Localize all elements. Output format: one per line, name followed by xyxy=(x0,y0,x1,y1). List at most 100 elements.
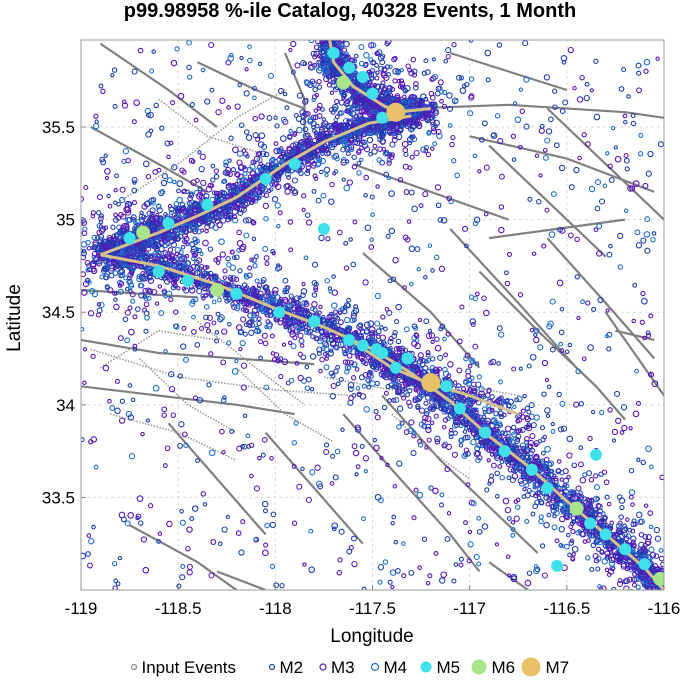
event-point xyxy=(438,502,445,508)
event-point xyxy=(558,341,564,347)
event-point xyxy=(291,520,298,526)
event-point xyxy=(350,40,354,41)
event-point xyxy=(548,116,554,123)
event-point xyxy=(350,57,356,64)
event-point xyxy=(183,442,189,448)
event-point xyxy=(639,319,645,325)
event-point xyxy=(331,526,337,532)
event-point xyxy=(124,337,131,344)
event-point xyxy=(157,531,163,536)
event-point xyxy=(363,469,368,474)
event-point xyxy=(327,27,332,32)
event-point xyxy=(362,455,370,462)
event-point xyxy=(307,61,313,66)
event-point xyxy=(189,516,195,522)
event-point xyxy=(368,57,374,63)
event-point xyxy=(361,516,366,522)
minor-fault-line xyxy=(197,320,305,406)
event-point xyxy=(498,173,505,180)
event-point xyxy=(112,103,118,109)
event-point xyxy=(410,450,417,457)
event-point xyxy=(131,119,137,125)
event-point xyxy=(117,555,123,561)
event-point xyxy=(305,111,311,117)
event-point xyxy=(502,497,510,505)
event-point xyxy=(352,70,358,76)
event-point xyxy=(556,391,562,398)
event-point xyxy=(577,155,582,161)
event-point xyxy=(363,52,370,59)
event-point xyxy=(177,92,185,100)
event-point xyxy=(242,413,248,418)
event-point xyxy=(559,348,565,354)
event-point xyxy=(576,96,584,103)
event-point xyxy=(347,386,354,392)
event-point xyxy=(168,371,175,378)
event-point xyxy=(382,559,389,565)
event-point xyxy=(494,542,500,547)
event-point xyxy=(262,549,269,557)
event-point xyxy=(297,374,304,382)
event-point xyxy=(624,166,630,172)
event-point xyxy=(247,57,253,64)
event-point xyxy=(288,377,295,384)
event-point xyxy=(315,34,319,38)
event-point xyxy=(634,368,639,374)
event-point xyxy=(445,47,452,54)
event-point xyxy=(171,179,177,185)
event-point xyxy=(529,327,535,333)
event-point xyxy=(567,46,574,54)
event-point xyxy=(343,184,351,192)
event-point xyxy=(237,268,243,274)
event-point xyxy=(334,98,340,105)
event-point xyxy=(312,62,318,68)
event-point xyxy=(496,42,503,48)
event-point xyxy=(430,146,435,151)
event-point xyxy=(131,68,138,75)
event-point xyxy=(311,97,316,103)
event-point xyxy=(152,384,160,392)
event-point xyxy=(476,515,482,521)
event-point xyxy=(94,119,99,124)
event-point xyxy=(573,401,580,408)
event-point xyxy=(288,47,293,53)
event-point xyxy=(182,356,190,363)
event-point xyxy=(558,329,565,336)
event-point xyxy=(323,55,329,61)
event-point xyxy=(377,579,383,585)
event-point xyxy=(331,35,336,40)
event-point xyxy=(247,44,252,50)
event-point xyxy=(647,150,654,158)
event-point xyxy=(331,33,335,37)
event-point xyxy=(405,63,411,69)
event-point xyxy=(240,519,246,525)
event-point xyxy=(336,229,343,236)
event-point xyxy=(506,251,513,257)
event-point xyxy=(591,306,597,312)
event-point xyxy=(330,40,334,41)
event-point xyxy=(620,404,628,411)
event-point xyxy=(445,331,451,337)
event-point xyxy=(114,378,120,384)
event-point xyxy=(127,414,135,421)
event-point xyxy=(296,92,304,99)
event-point xyxy=(270,511,277,518)
event-point xyxy=(524,518,530,524)
event-point xyxy=(260,452,266,458)
event-point xyxy=(472,343,479,350)
event-point xyxy=(303,79,310,85)
event-point xyxy=(483,164,490,171)
event-point xyxy=(479,136,485,143)
event-point xyxy=(385,40,392,45)
event-point xyxy=(200,491,207,497)
event-point xyxy=(219,97,226,104)
event-point xyxy=(135,513,142,520)
event-point xyxy=(548,231,556,238)
event-point xyxy=(506,573,512,578)
event-point xyxy=(382,150,389,157)
event-point xyxy=(418,203,424,209)
event-point xyxy=(252,95,257,101)
event-point xyxy=(411,205,418,213)
event-point xyxy=(109,405,116,411)
event-point xyxy=(131,176,138,184)
